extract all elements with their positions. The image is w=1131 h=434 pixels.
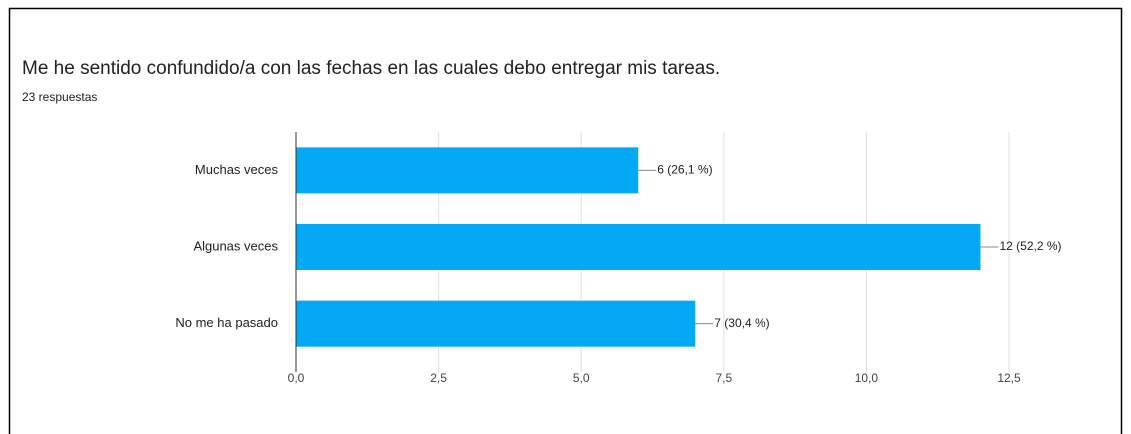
bar: [296, 300, 696, 347]
x-tick-label: 2,5: [430, 371, 447, 385]
bar: [296, 147, 639, 194]
frame: [8, 7, 1123, 434]
chart-subtitle: 23 respuestas: [22, 90, 97, 104]
chart-title: Me he sentido confundido/a con las fecha…: [22, 58, 720, 79]
value-label: 12 (52,2 %): [999, 239, 1061, 253]
x-tick-label: 5,0: [573, 371, 590, 385]
value-label: 6 (26,1 %): [657, 163, 712, 177]
x-tick-label: 7,5: [715, 371, 732, 385]
y-tick-label: No me ha pasado: [175, 315, 278, 330]
x-tick-label: 12,5: [997, 371, 1021, 385]
y-tick-label: Muchas veces: [195, 162, 279, 177]
y-tick-label: Algunas veces: [193, 238, 278, 253]
x-tick-label: 0,0: [288, 371, 305, 385]
bar: [296, 224, 981, 270]
value-label: 7 (30,4 %): [714, 316, 769, 330]
x-tick-label: 10,0: [855, 371, 879, 385]
